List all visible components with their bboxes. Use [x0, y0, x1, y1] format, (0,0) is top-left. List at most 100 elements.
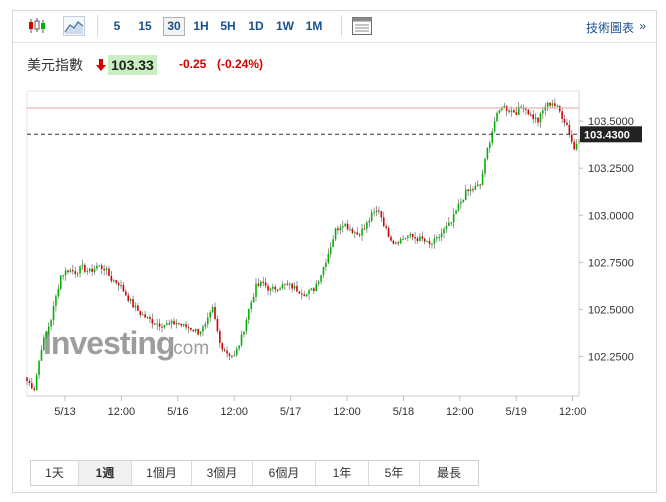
candle-body	[558, 105, 561, 112]
range-max-button[interactable]: 最長	[436, 466, 461, 480]
candle-body	[260, 281, 262, 286]
candle-body	[262, 281, 265, 283]
interval-30m-button[interactable]: 30	[163, 17, 185, 36]
candle-body	[310, 288, 313, 291]
tech-chart-link[interactable]: 技術圖表	[585, 21, 634, 35]
candle-body	[185, 324, 187, 328]
candle-body	[484, 158, 486, 174]
interval-1m-button[interactable]: 1M	[305, 19, 323, 33]
candle-body	[250, 302, 252, 309]
interval-5h-button[interactable]: 5H	[220, 19, 236, 33]
toolbar-divider	[97, 15, 98, 37]
candle-body	[457, 203, 460, 211]
candle-body	[544, 106, 547, 111]
candle-body	[211, 307, 214, 313]
candle-body	[144, 314, 146, 318]
candle-body	[100, 265, 103, 269]
candle-body	[325, 262, 327, 267]
last-price-tag-label: 103.4300	[584, 129, 630, 141]
candle-body	[380, 211, 383, 218]
candle-body	[122, 285, 125, 292]
candle-body	[573, 141, 575, 150]
range-1w-button[interactable]: 1週	[79, 461, 132, 485]
candle-body	[281, 284, 284, 289]
candle-body	[440, 233, 443, 238]
candle-body	[493, 121, 496, 132]
candle-body	[438, 237, 440, 239]
table-icon[interactable]	[351, 16, 373, 36]
candle-body	[103, 268, 105, 271]
candle-body	[163, 325, 166, 328]
y-tick-label: 103.0000	[588, 210, 634, 222]
range-1m-button[interactable]: 1個月	[132, 461, 192, 485]
candle-body	[395, 242, 397, 244]
candle-body	[411, 233, 414, 238]
candle-body	[235, 348, 238, 356]
candle-body	[288, 283, 291, 285]
down-arrow-icon	[96, 58, 106, 76]
y-tick-label: 102.2500	[588, 351, 634, 363]
candle-body	[460, 201, 462, 204]
range-3m-button[interactable]: 3個月	[192, 461, 253, 485]
candle-body	[570, 134, 573, 142]
candle-body	[486, 147, 489, 159]
candle-body	[510, 110, 513, 112]
candle-body	[112, 280, 115, 282]
x-tick-label: 12:00	[446, 406, 474, 418]
x-tick-label: 12:00	[559, 406, 587, 418]
candle-body	[96, 265, 98, 269]
candle-body	[542, 110, 544, 114]
candle-body	[267, 285, 269, 291]
candle-body	[368, 220, 371, 223]
candle-body	[40, 349, 43, 361]
candle-body	[568, 124, 571, 135]
double-chevron-right-icon[interactable]: »	[639, 19, 646, 33]
candle-body	[467, 189, 469, 192]
candle-body	[375, 210, 378, 212]
candle-body	[334, 228, 337, 240]
candle-body	[414, 237, 416, 239]
range-6m-button[interactable]: 6個月	[253, 461, 316, 485]
candle-body	[421, 236, 424, 239]
interval-15m-button[interactable]: 15	[138, 19, 152, 33]
candle-body	[166, 323, 168, 326]
candle-body	[117, 282, 120, 286]
candle-body	[209, 312, 211, 318]
candle-body	[91, 268, 93, 272]
candle-body	[141, 314, 144, 316]
candle-body	[433, 238, 436, 244]
interval-1d-button[interactable]: 1D	[248, 19, 264, 33]
interval-1h-button[interactable]: 1H	[193, 19, 209, 33]
candle-body	[327, 253, 330, 263]
range-1y-button[interactable]: 1年	[316, 461, 369, 485]
candle-body	[344, 223, 346, 227]
price-change-percent: (-0.24%)	[217, 57, 264, 71]
candle-body	[110, 275, 113, 282]
candle-body	[146, 317, 149, 319]
candlestick-icon[interactable]	[26, 16, 48, 36]
candle-body	[464, 189, 467, 200]
x-tick-label: 12:00	[220, 406, 248, 418]
candle-body	[356, 232, 359, 235]
candle-body	[79, 266, 81, 274]
price-chart[interactable]: Investing .com 103.4300 102.2500 102.5000…	[13, 11, 656, 451]
candle-body	[52, 306, 55, 321]
instrument-name: 美元指數	[27, 57, 83, 73]
candlestick-series	[26, 98, 580, 392]
reference-lines: 103.4300	[27, 107, 642, 143]
interval-1w-button[interactable]: 1W	[276, 19, 294, 33]
candle-body	[219, 331, 221, 343]
candle-body	[238, 345, 240, 349]
interval-5m-button[interactable]: 5	[113, 19, 121, 33]
range-1d-button[interactable]: 1天	[31, 461, 79, 485]
candle-body	[81, 264, 84, 267]
candle-body	[47, 326, 50, 333]
range-5y-button[interactable]: 5年	[369, 461, 420, 485]
candle-body	[378, 210, 380, 212]
candle-body	[366, 222, 368, 229]
candle-body	[88, 268, 91, 271]
candle-body	[563, 118, 566, 123]
area-chart-icon[interactable]	[63, 16, 85, 36]
candle-body	[566, 122, 568, 125]
candle-body	[404, 238, 407, 240]
